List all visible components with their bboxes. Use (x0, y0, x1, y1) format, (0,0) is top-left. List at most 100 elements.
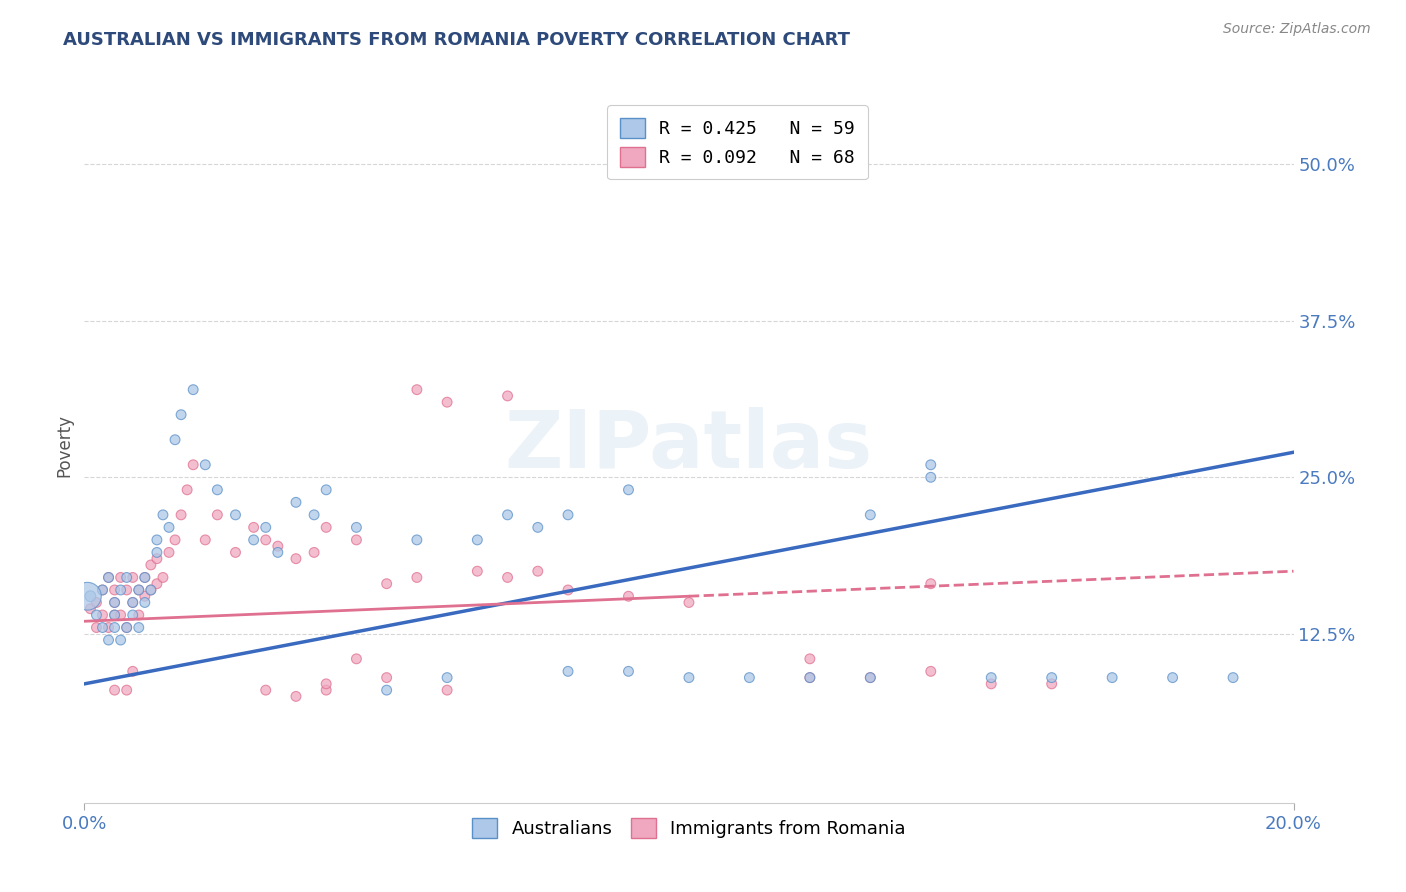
Point (97, 570, 120, 584)
Point (170, 508, 193, 522)
Point (406, 533, 429, 547)
Point (920, 576, 942, 591)
Point (527, 520, 550, 534)
Point (254, 533, 277, 547)
Point (121, 570, 143, 584)
Point (346, 520, 368, 534)
Point (104, 607, 127, 622)
Point (97, 570, 120, 584)
Point (134, 570, 156, 584)
Point (110, 582, 132, 597)
Point (115, 582, 138, 597)
Point (1161, 671, 1184, 685)
Point (128, 607, 150, 622)
Point (557, 665, 579, 679)
Point (375, 683, 398, 698)
Point (617, 665, 640, 679)
Point (980, 671, 1002, 685)
Point (799, 671, 821, 685)
Point (375, 671, 398, 685)
Point (267, 545, 290, 559)
Point (436, 395, 458, 409)
Point (91, 621, 114, 635)
Point (91, 582, 114, 597)
Text: ZIPatlas: ZIPatlas (505, 407, 873, 485)
Point (104, 582, 127, 597)
Point (97, 633, 120, 648)
Point (146, 551, 169, 566)
Point (285, 690, 308, 704)
Point (134, 570, 156, 584)
Point (97, 621, 120, 635)
Point (91, 582, 114, 597)
Point (799, 671, 821, 685)
Point (139, 558, 162, 572)
Point (225, 545, 247, 559)
Point (315, 677, 337, 691)
Point (181, 458, 204, 472)
Point (104, 595, 127, 609)
Point (225, 508, 247, 522)
Point (436, 671, 458, 685)
Point (121, 665, 143, 679)
Point (79, 601, 101, 615)
Point (315, 683, 337, 698)
Point (254, 683, 277, 698)
Text: Source: ZipAtlas.com: Source: ZipAtlas.com (1223, 22, 1371, 37)
Point (110, 570, 132, 584)
Point (139, 582, 162, 597)
Point (110, 607, 132, 622)
Point (859, 671, 882, 685)
Point (152, 570, 174, 584)
Point (315, 520, 337, 534)
Legend: Australians, Immigrants from Romania: Australians, Immigrants from Romania (463, 809, 915, 847)
Point (285, 495, 308, 509)
Point (86, 595, 108, 609)
Point (110, 633, 132, 648)
Point (617, 589, 640, 603)
Point (115, 621, 138, 635)
Point (467, 564, 489, 578)
Point (170, 408, 193, 422)
Point (139, 582, 162, 597)
Point (1101, 671, 1123, 685)
Point (86, 621, 108, 635)
Point (104, 595, 127, 609)
Point (157, 520, 180, 534)
Point (207, 508, 229, 522)
Point (128, 582, 150, 597)
Point (346, 533, 368, 547)
Point (527, 564, 550, 578)
Point (617, 483, 640, 497)
Point (176, 483, 198, 497)
Point (496, 570, 519, 584)
Point (678, 671, 700, 685)
Point (302, 508, 325, 522)
Point (406, 383, 429, 397)
Point (1040, 677, 1063, 691)
Point (799, 652, 821, 666)
Point (121, 595, 143, 609)
Point (346, 652, 368, 666)
Point (146, 533, 169, 547)
Point (207, 483, 229, 497)
Point (121, 595, 143, 609)
Point (738, 671, 761, 685)
Point (496, 389, 519, 403)
Point (128, 582, 150, 597)
Text: AUSTRALIAN VS IMMIGRANTS FROM ROMANIA POVERTY CORRELATION CHART: AUSTRALIAN VS IMMIGRANTS FROM ROMANIA PO… (63, 31, 851, 49)
Point (194, 533, 217, 547)
Point (134, 589, 156, 603)
Point (920, 458, 942, 472)
Point (91, 607, 114, 622)
Point (128, 621, 150, 635)
Point (242, 520, 264, 534)
Point (375, 576, 398, 591)
Point (86, 607, 108, 622)
Point (165, 533, 187, 547)
Point (980, 677, 1002, 691)
Point (104, 683, 127, 698)
Point (920, 470, 942, 484)
Point (496, 508, 519, 522)
Point (267, 539, 290, 553)
